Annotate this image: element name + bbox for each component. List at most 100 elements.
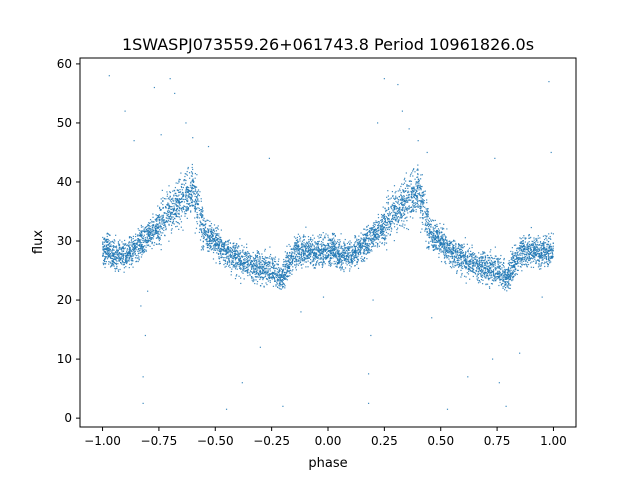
data-point [410,199,412,201]
data-point [415,183,417,185]
data-point [184,179,186,181]
data-point [521,254,523,256]
data-point [221,250,223,252]
data-point [159,219,161,221]
data-point [220,240,223,242]
data-point [385,237,387,240]
data-point [226,263,228,265]
data-point [151,220,153,222]
data-point [501,278,503,280]
data-point [104,241,106,244]
data-point [543,246,545,248]
data-point [547,249,550,251]
data-point [408,180,411,182]
data-point [153,236,155,238]
data-point [393,198,396,200]
data-point [437,234,439,236]
data-point [317,249,319,251]
data-point [492,264,494,266]
data-point [299,248,301,250]
data-point [421,201,423,203]
data-point [426,212,428,214]
data-point [253,278,255,281]
data-point [135,261,137,263]
data-point [517,262,519,264]
data-point [551,251,553,253]
data-point [247,259,249,261]
data-point [421,221,423,224]
data-point [284,266,286,268]
data-point [262,261,265,263]
data-point [282,285,285,288]
data-point [538,263,540,265]
data-point [360,252,362,254]
data-point [166,210,169,212]
data-point [263,273,265,275]
data-point [289,245,291,247]
data-point [417,173,419,175]
data-point [213,237,216,240]
data-point [494,273,497,275]
data-point [119,246,121,248]
data-point [122,258,124,260]
data-point [370,237,372,239]
data-point [549,243,552,245]
data-point [144,240,146,242]
data-point [412,217,414,219]
data-point [528,235,530,237]
data-point [198,194,201,197]
data-point [492,272,495,274]
data-point [120,262,122,264]
data-point [330,253,332,255]
data-point [185,207,187,209]
data-point [215,249,217,251]
data-point [203,217,205,220]
data-point [545,236,547,238]
data-point [242,250,244,252]
data-point [202,227,204,230]
data-point [171,206,173,208]
data-point [128,257,131,259]
data-point [508,263,511,266]
data-point [373,226,376,228]
data-point [217,250,219,252]
data-point [394,198,396,200]
data-point [394,211,396,213]
data-point [310,244,312,246]
data-point [135,255,137,257]
data-point [517,265,519,267]
data-point [195,200,197,202]
data-point [299,251,301,253]
data-point [504,289,506,291]
data-point [370,238,372,240]
data-point [281,270,284,272]
data-point [117,242,120,244]
data-point [485,265,487,267]
data-point [494,262,496,264]
data-point [306,247,308,249]
data-point [353,249,355,251]
data-point [269,262,271,264]
data-point [190,187,193,189]
data-point [511,259,514,261]
data-point [208,229,210,231]
data-point [503,276,505,278]
data-point [539,265,541,267]
data-point [464,237,466,239]
data-point [180,221,183,223]
data-point [351,261,353,263]
data-point [226,252,228,254]
data-point [355,236,357,238]
data-point [111,249,113,252]
data-point [348,261,350,263]
data-point [214,238,216,240]
data-point [524,238,526,240]
data-point [431,244,433,246]
data-point [284,264,287,266]
data-point [398,204,400,206]
data-point [158,214,160,216]
data-point [402,203,404,206]
data-point [497,272,499,275]
data-point [260,285,262,287]
data-point [401,216,403,218]
